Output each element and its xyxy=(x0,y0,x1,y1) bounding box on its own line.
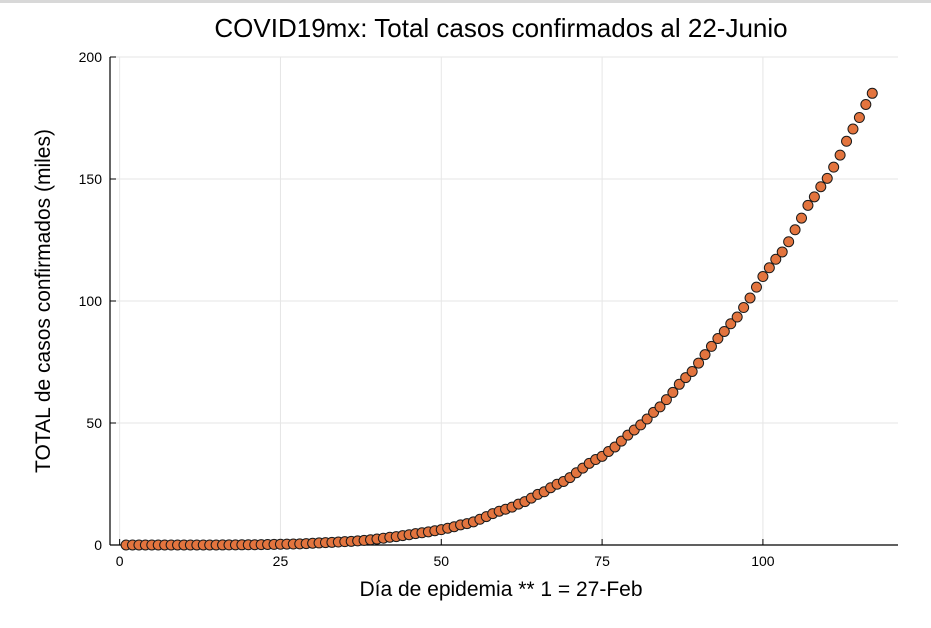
data-point xyxy=(770,253,782,265)
x-tick-label: 75 xyxy=(594,553,610,569)
data-point xyxy=(802,199,814,211)
y-axis-label: TOTAL de casos confirmados (miles) xyxy=(32,129,55,473)
data-point xyxy=(853,112,865,124)
data-point xyxy=(815,181,827,193)
data-point xyxy=(744,292,756,304)
x-tick-label: 50 xyxy=(433,553,449,569)
x-tick-label: 100 xyxy=(751,553,775,569)
data-point xyxy=(705,340,717,352)
data-point xyxy=(660,394,672,406)
data-point xyxy=(860,98,872,110)
x-axis-label: Día de epidemia ** 1 = 27-Feb xyxy=(359,578,642,601)
x-tick-label: 25 xyxy=(273,553,289,569)
data-point xyxy=(667,386,679,398)
data-point xyxy=(834,149,846,161)
data-point xyxy=(718,325,730,337)
tick-labels: 0 25 50 75 100 0 50 100 150 200 xyxy=(79,49,775,569)
y-tick-label: 150 xyxy=(79,171,103,187)
data-point xyxy=(673,378,685,390)
data-point xyxy=(641,413,653,425)
data-point xyxy=(686,366,698,378)
data-point xyxy=(757,271,769,283)
x-tick-label: 0 xyxy=(116,553,124,569)
data-point xyxy=(808,191,820,203)
data-point xyxy=(866,87,878,99)
data-point xyxy=(654,401,666,413)
data-point xyxy=(821,172,833,184)
data-point xyxy=(738,302,750,314)
data-point xyxy=(750,281,762,293)
data-point xyxy=(725,318,737,330)
data-points xyxy=(120,87,878,551)
data-point xyxy=(783,236,795,248)
y-tick-label: 50 xyxy=(86,415,102,431)
grid-lines xyxy=(110,56,898,546)
data-point xyxy=(847,123,859,135)
data-point xyxy=(699,349,711,361)
chart-title: COVID19mx: Total casos confirmados al 22… xyxy=(214,13,787,43)
data-point xyxy=(841,135,853,147)
data-point xyxy=(731,311,743,323)
data-point xyxy=(789,224,801,236)
data-point xyxy=(763,262,775,274)
data-point xyxy=(712,333,724,345)
data-point xyxy=(693,357,705,369)
y-tick-label: 0 xyxy=(94,537,102,553)
data-point xyxy=(796,212,808,224)
data-point xyxy=(776,246,788,258)
data-point xyxy=(828,161,840,173)
y-tick-label: 200 xyxy=(79,49,103,65)
top-border xyxy=(0,0,931,3)
y-tick-label: 100 xyxy=(79,293,103,309)
